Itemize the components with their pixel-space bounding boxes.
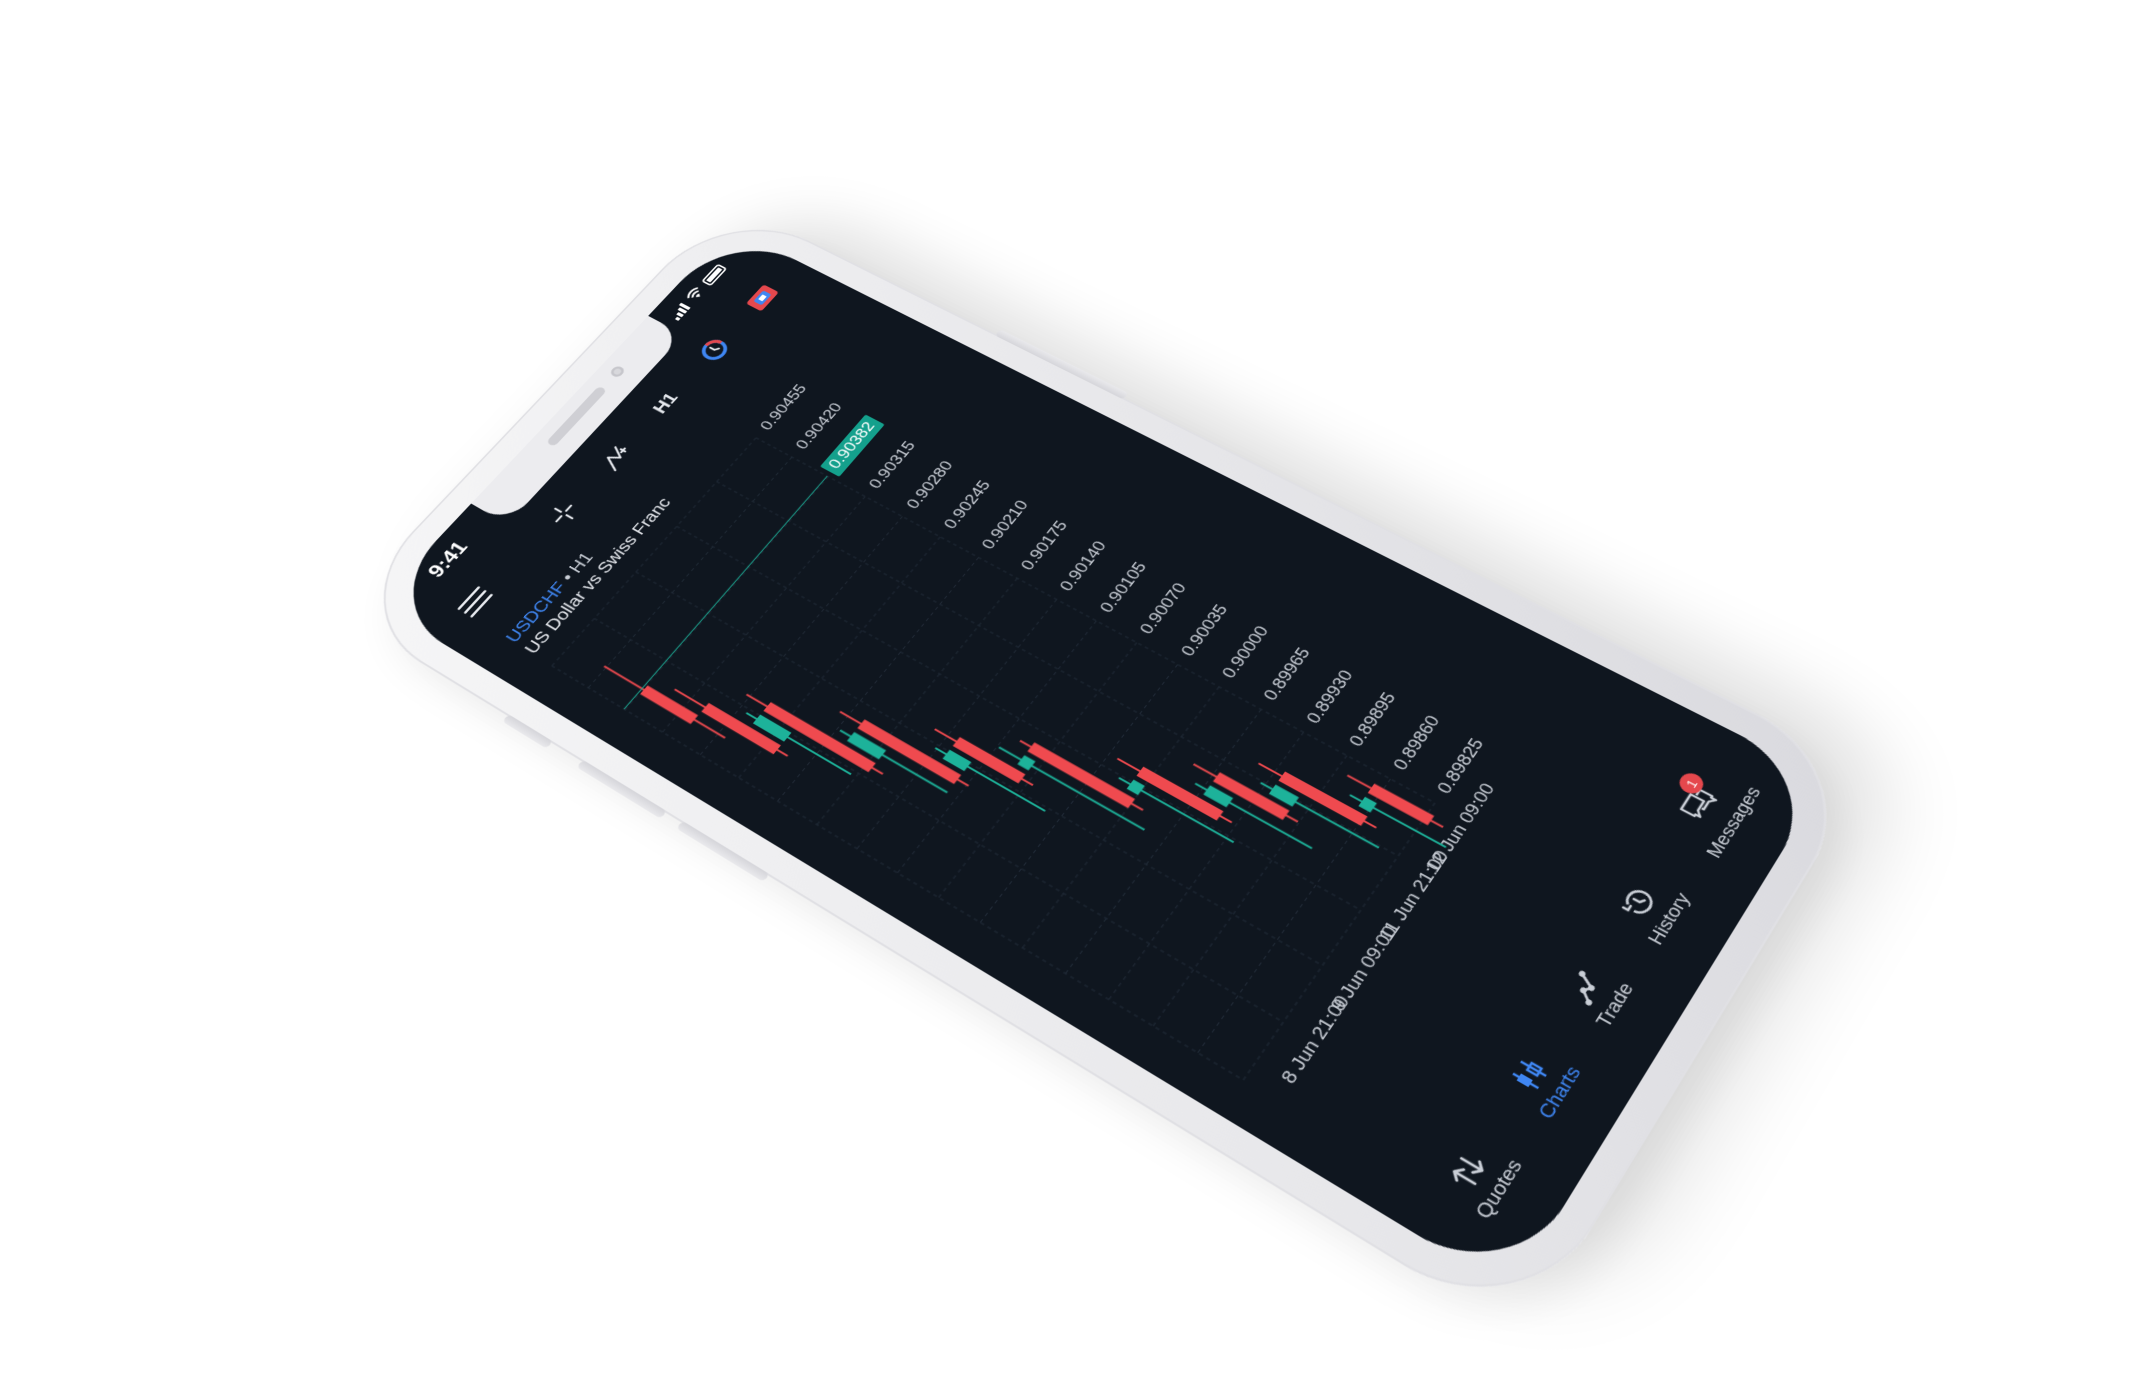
phone-device: 9:41 — [336, 200, 1871, 1340]
grid-line-horizontal — [1243, 803, 1435, 1080]
new-order-button[interactable] — [734, 276, 791, 320]
nav-history[interactable]: History — [1610, 871, 1696, 949]
candle-body — [1027, 742, 1136, 809]
candle-body — [1017, 755, 1036, 771]
battery-icon — [701, 263, 728, 287]
candle-body — [847, 731, 887, 760]
candle-body — [857, 719, 962, 785]
grid-line-vertical — [636, 572, 1323, 966]
nav-charts[interactable]: Charts — [1499, 1043, 1587, 1124]
crosshair-icon — [544, 498, 583, 530]
candle-body — [701, 702, 781, 755]
candle-body — [640, 685, 699, 725]
candle-body — [1358, 796, 1377, 813]
grid-line-horizontal — [857, 599, 1057, 848]
price-axis-label: 0.90035 — [1176, 601, 1231, 659]
price-axis-label: 0.89860 — [1388, 711, 1444, 773]
indicators-button[interactable] — [585, 434, 645, 481]
candle-body — [763, 702, 876, 773]
one-click-trading-icon — [693, 333, 736, 366]
grid-line-vertical — [756, 438, 1435, 803]
nav-messages[interactable]: 1 Messages — [1663, 763, 1767, 862]
timeframe-button[interactable]: H1 — [648, 389, 682, 417]
price-axis-label: 0.90070 — [1135, 579, 1190, 637]
candle-body — [752, 714, 792, 742]
price-chart[interactable]: 0.904550.904200.903500.903150.902800.902… — [531, 355, 1552, 1122]
menu-icon[interactable] — [457, 585, 497, 620]
front-camera — [608, 364, 627, 379]
grid-line-horizontal — [778, 557, 979, 801]
wifi-icon — [684, 285, 706, 303]
candle-body — [1126, 779, 1145, 796]
price-axis-label: 0.90175 — [1016, 517, 1071, 573]
crosshair-button[interactable] — [534, 489, 594, 538]
indicators-icon — [595, 441, 636, 475]
candle-body — [1213, 772, 1290, 820]
price-axis-label: 0.90140 — [1055, 538, 1110, 594]
candle-body — [952, 736, 1026, 784]
new-order-icon — [745, 284, 779, 312]
candlestick-chart[interactable]: 0.904550.904200.903500.903150.902800.902… — [531, 355, 1552, 1122]
grid-line-horizontal — [662, 496, 865, 732]
one-click-trading-button[interactable] — [685, 327, 743, 372]
price-axis-label: 0.89895 — [1344, 689, 1400, 750]
nav-quotes[interactable]: Quotes — [1436, 1135, 1528, 1224]
grid-line-horizontal — [817, 578, 1017, 824]
price-axis-label: 0.89930 — [1301, 666, 1356, 726]
candle-body — [1278, 771, 1368, 826]
grid-line-vertical — [552, 666, 1243, 1080]
app-screen: 9:41 — [376, 227, 1827, 1292]
price-axis-label: 0.90245 — [939, 477, 994, 532]
candle-wick — [999, 747, 1144, 830]
candle-body — [1367, 783, 1435, 826]
nav-trade[interactable]: Trade — [1557, 960, 1640, 1032]
price-axis-label: 0.90000 — [1217, 622, 1272, 681]
candle-body — [942, 749, 972, 772]
signal-icon — [669, 302, 691, 321]
price-axis-label: 0.90210 — [978, 497, 1033, 552]
price-axis-label: 0.90280 — [902, 458, 957, 512]
price-axis-label: 0.90315 — [865, 438, 920, 491]
status-time: 9:41 — [423, 538, 473, 582]
candle-body — [1136, 766, 1224, 821]
price-axis-label: 0.89965 — [1259, 644, 1314, 704]
price-axis-label: 0.90455 — [756, 381, 810, 433]
grid-line-horizontal — [898, 621, 1097, 873]
time-axis-label: 12 Jun 09:00 — [1421, 779, 1499, 875]
price-axis-label: 0.90105 — [1095, 558, 1150, 615]
mute-switch — [502, 714, 553, 749]
